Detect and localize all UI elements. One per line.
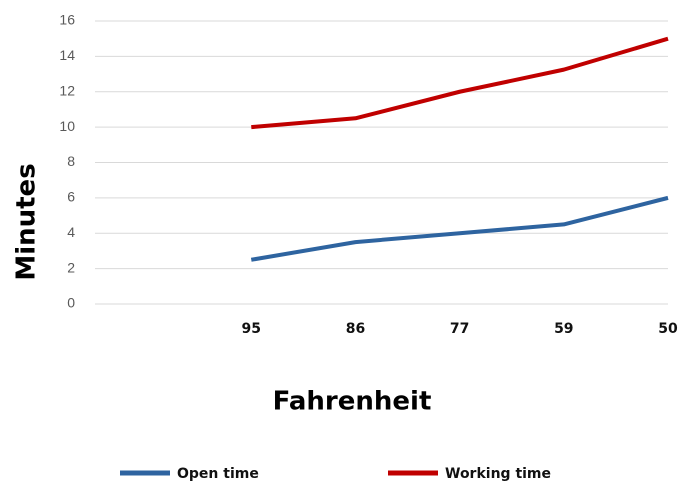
x-axis-title: Fahrenheit xyxy=(273,387,432,417)
y-tick-label: 10 xyxy=(59,118,75,134)
x-tick-label: 59 xyxy=(554,321,573,337)
y-tick-label: 8 xyxy=(67,153,75,169)
legend-label: Working time xyxy=(445,466,551,482)
x-tick-label: 95 xyxy=(242,321,261,337)
y-tick-label: 12 xyxy=(59,82,75,98)
y-tick-label: 2 xyxy=(67,259,75,275)
x-tick-label: 86 xyxy=(346,321,365,337)
legend-label: Open time xyxy=(177,466,259,482)
series-line xyxy=(250,195,669,262)
x-tick-label: 50 xyxy=(658,321,678,337)
y-tick-label: 4 xyxy=(67,224,75,240)
y-tick-label: 0 xyxy=(67,295,75,311)
y-tick-label: 16 xyxy=(59,12,75,28)
y-tick-label: 6 xyxy=(67,189,75,205)
x-tick-label: 77 xyxy=(450,321,469,337)
y-axis-title: Minutes xyxy=(12,163,42,280)
y-tick-label: 14 xyxy=(59,47,75,63)
series-line xyxy=(251,36,669,130)
